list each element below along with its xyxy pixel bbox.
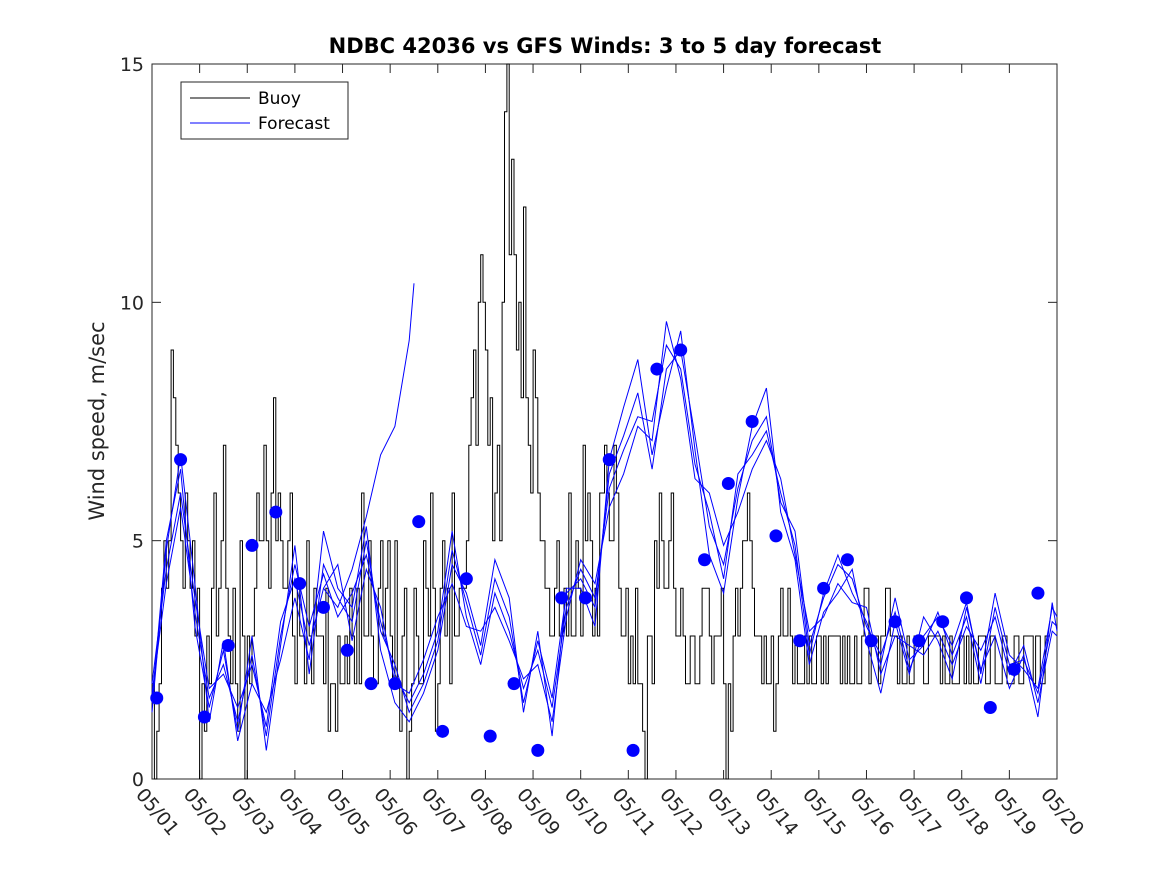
x-tick-label: 05/13 [703,784,755,840]
forecast-point [388,677,402,691]
x-tick-label: 05/11 [607,784,659,840]
forecast-point [150,691,164,705]
forecast-point [698,553,712,567]
forecast-point [316,600,330,614]
series-forecast-line [151,343,1058,737]
legend: Buoy Forecast [180,81,349,140]
forecast-point [293,577,307,591]
forecast-point [364,677,378,691]
forecast-point [936,615,950,629]
chart-title: NDBC 42036 vs GFS Winds: 3 to 5 day fore… [329,34,882,58]
x-tick-label: 05/19 [989,784,1041,840]
forecast-point [793,634,807,648]
forecast-point [674,343,688,357]
x-tick-label: 05/20 [1036,784,1088,840]
forecast-point [269,505,283,519]
forecast-point [221,639,235,653]
forecast-point [1007,662,1021,676]
legend-forecast-label: Forecast [258,114,330,134]
forecast-point [602,453,616,467]
series-forecast-line [151,321,1058,727]
legend-buoy-label: Buoy [258,89,301,109]
series-buoy-line [152,63,1050,780]
x-tick-label: 05/01 [131,784,183,840]
x-tick-label: 05/15 [798,784,850,840]
axes-box [151,63,1058,780]
forecast-point [626,743,640,757]
series-forecast-line [151,330,1058,742]
forecast-point [864,634,878,648]
x-tick-label: 05/08 [465,784,517,840]
x-tick-label: 05/02 [179,784,231,840]
forecast-point [555,591,569,605]
series-forecast-line [323,283,415,609]
y-axis-label: Wind speed, m/sec [85,321,109,520]
x-tick-label: 05/09 [512,784,564,840]
series-forecast-line [151,348,1058,751]
forecast-point [817,581,831,595]
x-tick-label: 05/03 [226,784,278,840]
forecast-point [507,677,521,691]
y-tick-label: 15 [120,54,144,76]
x-tick-label: 05/07 [417,784,469,840]
forecast-point [745,415,759,428]
forecast-point [174,453,188,467]
forecast-point [960,591,973,605]
forecast-point [888,615,902,629]
forecast-point [769,529,783,543]
legend-box [180,81,349,140]
forecast-point [197,710,211,724]
x-tick-label: 05/10 [560,784,612,840]
y-tick-label: 5 [132,531,144,553]
forecast-point [459,572,473,586]
x-tick-label: 05/04 [274,784,326,840]
forecast-point [340,643,354,657]
x-tick-label: 05/12 [655,784,707,840]
forecast-point [483,729,497,743]
forecast-point [721,476,735,490]
y-tick-label: 0 [132,769,144,791]
forecast-point [1031,586,1045,600]
forecast-point [912,634,926,648]
x-tick-label: 05/06 [369,784,421,840]
forecast-point [840,553,854,567]
forecast-point [531,743,545,757]
forecast-point [650,362,664,376]
x-tick-label: 05/14 [750,784,802,840]
plot-area: 05101505/0105/0205/0305/0405/0505/0605/0… [120,54,1088,840]
x-tick-label: 05/16 [846,784,898,840]
y-tick-label: 10 [120,292,144,314]
forecast-point [412,515,426,529]
x-tick-label: 05/18 [941,784,993,840]
forecast-point [578,591,592,605]
forecast-point [983,701,997,714]
x-tick-label: 05/05 [322,784,374,840]
forecast-point [436,724,450,738]
forecast-point [245,538,259,552]
x-tick-label: 05/17 [893,784,945,840]
